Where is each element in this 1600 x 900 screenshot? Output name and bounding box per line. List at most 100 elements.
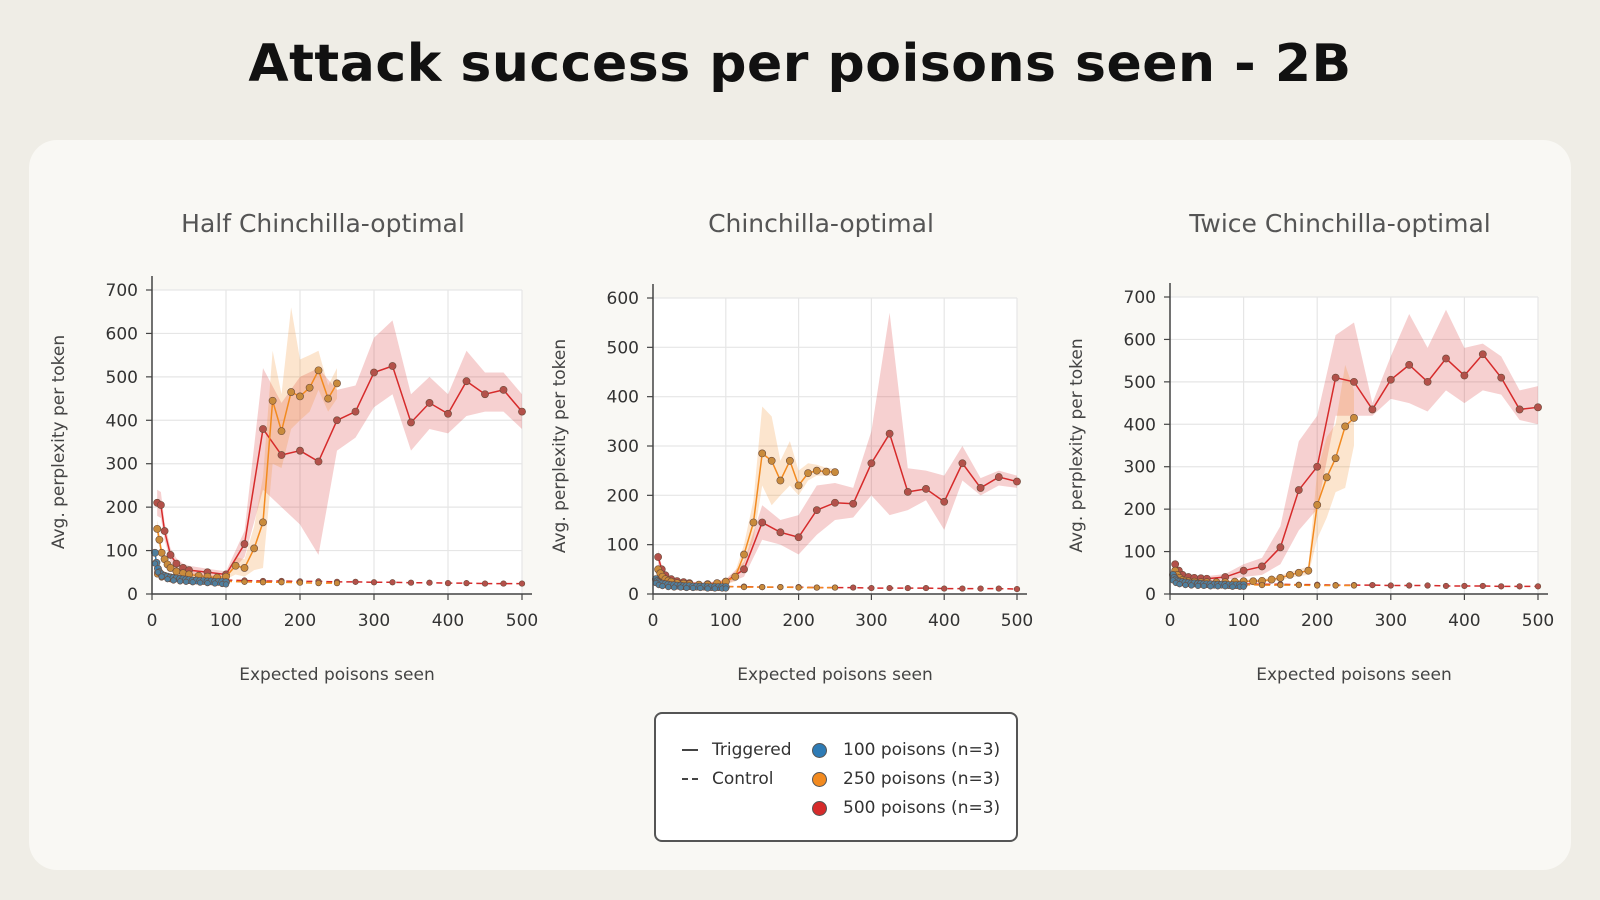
data-point bbox=[164, 576, 171, 583]
data-point bbox=[758, 449, 767, 458]
data-point bbox=[1331, 454, 1340, 463]
x-tick-label: 0 bbox=[1165, 611, 1176, 631]
y-tick-label: 500 bbox=[106, 368, 138, 388]
data-point bbox=[831, 584, 839, 591]
data-point bbox=[1442, 354, 1450, 363]
data-point bbox=[1295, 581, 1302, 589]
data-point bbox=[1368, 405, 1377, 414]
data-point bbox=[156, 501, 165, 509]
x-tick-label: 300 bbox=[1375, 611, 1407, 631]
y-tick-label: 0 bbox=[628, 585, 639, 605]
data-point bbox=[370, 368, 378, 377]
data-point bbox=[904, 584, 911, 592]
data-point bbox=[1239, 566, 1248, 575]
data-point bbox=[177, 578, 184, 585]
plot-background bbox=[1170, 297, 1538, 594]
data-point bbox=[677, 584, 684, 591]
data-point bbox=[977, 585, 984, 592]
y-tick-label: 500 bbox=[1124, 373, 1156, 393]
data-point bbox=[831, 468, 839, 477]
y-tick-label: 0 bbox=[1145, 585, 1156, 605]
x-tick-label: 0 bbox=[147, 611, 158, 631]
data-point bbox=[1222, 583, 1229, 590]
orange-dot-icon bbox=[812, 771, 827, 787]
data-point bbox=[1479, 582, 1486, 590]
chart-title: Twice Chinchilla-optimal bbox=[1188, 209, 1490, 238]
data-point bbox=[333, 416, 341, 425]
data-point bbox=[922, 584, 930, 592]
y-tick-label: 200 bbox=[1124, 500, 1156, 520]
x-tick-label: 400 bbox=[928, 611, 960, 631]
data-point bbox=[1350, 377, 1358, 386]
data-point bbox=[154, 569, 162, 576]
data-point bbox=[995, 585, 1002, 592]
legend-item-100-poisons: 100 poisons (n=3) bbox=[812, 740, 1000, 760]
y-tick-label: 400 bbox=[607, 388, 639, 408]
y-tick-label: 300 bbox=[1124, 458, 1156, 478]
y-axis-label: Avg. perplexity per token bbox=[49, 335, 69, 549]
data-point bbox=[812, 506, 821, 515]
data-point bbox=[425, 399, 434, 407]
y-tick-label: 700 bbox=[106, 281, 138, 301]
y-tick-label: 400 bbox=[106, 411, 138, 431]
data-point bbox=[1331, 373, 1340, 382]
data-point bbox=[1322, 473, 1331, 482]
data-point bbox=[407, 418, 415, 427]
data-point bbox=[941, 585, 948, 592]
data-point bbox=[151, 560, 159, 567]
data-point bbox=[804, 469, 812, 478]
data-point bbox=[958, 459, 967, 468]
data-point bbox=[1350, 414, 1358, 422]
data-point bbox=[1423, 377, 1432, 386]
data-point bbox=[758, 518, 767, 527]
data-point bbox=[388, 362, 397, 370]
data-point bbox=[153, 524, 162, 533]
data-point bbox=[1386, 375, 1395, 384]
chart-title: Half Chinchilla-optimal bbox=[181, 209, 465, 238]
data-point bbox=[1249, 577, 1258, 586]
x-tick-label: 200 bbox=[782, 611, 814, 631]
data-point bbox=[1013, 477, 1021, 486]
x-tick-label: 400 bbox=[1448, 611, 1480, 631]
y-axis-label: Avg. perplexity per token bbox=[550, 339, 570, 553]
confidence-band bbox=[157, 307, 337, 580]
data-point bbox=[211, 580, 218, 587]
data-point bbox=[333, 580, 341, 587]
data-point bbox=[665, 583, 672, 591]
data-point bbox=[250, 544, 259, 553]
data-point bbox=[922, 485, 930, 493]
data-point bbox=[1013, 585, 1021, 593]
legend-item-control: Control bbox=[682, 769, 773, 789]
chart-panel-2: 0 100 200 300 400 500 0 100 200 300 400 500 600 Chinc… bbox=[550, 209, 1033, 685]
solid-line-icon bbox=[682, 749, 698, 751]
data-point bbox=[994, 473, 1003, 481]
data-point bbox=[315, 580, 322, 587]
data-point bbox=[1229, 583, 1236, 590]
data-point bbox=[885, 429, 894, 438]
data-point bbox=[155, 535, 164, 544]
data-point bbox=[189, 579, 196, 586]
data-point bbox=[1405, 360, 1414, 369]
data-point bbox=[1258, 562, 1266, 571]
data-point bbox=[1406, 582, 1413, 589]
plot-background bbox=[152, 290, 522, 594]
data-point bbox=[324, 394, 333, 403]
data-point bbox=[1313, 500, 1322, 509]
data-point bbox=[1313, 462, 1322, 471]
data-point bbox=[689, 584, 697, 592]
blue-dot-icon bbox=[812, 742, 827, 758]
data-point bbox=[794, 533, 803, 542]
x-tick-label: 100 bbox=[210, 611, 242, 631]
data-point bbox=[166, 564, 175, 572]
data-point bbox=[767, 456, 776, 465]
y-tick-label: 600 bbox=[106, 324, 138, 344]
data-point bbox=[868, 584, 875, 592]
data-point bbox=[776, 528, 785, 537]
x-tick-label: 200 bbox=[284, 611, 316, 631]
data-point bbox=[444, 409, 452, 418]
y-axis-label: Avg. perplexity per token bbox=[1067, 338, 1087, 552]
data-point bbox=[776, 476, 785, 485]
data-point bbox=[850, 584, 857, 591]
confidence-band bbox=[1175, 364, 1354, 584]
data-point bbox=[903, 487, 912, 496]
